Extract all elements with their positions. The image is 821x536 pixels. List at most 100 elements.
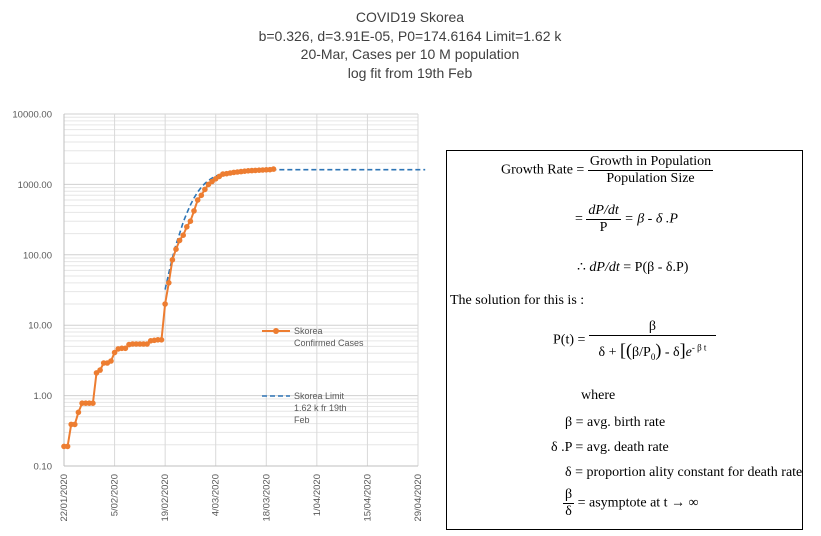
asymptote-text: = asymptote at t → ∞	[577, 495, 699, 511]
p0-text: P	[643, 345, 651, 360]
def-delta: δ = proportion ality constant for death …	[565, 465, 803, 480]
y-tick-label: 10000.00	[12, 110, 52, 121]
legend-cases-label-1: Skorea	[294, 326, 323, 336]
cases-point	[111, 349, 118, 356]
cases-point	[72, 421, 78, 428]
legend-limit-label-2: 1.62 k fr 19th	[294, 403, 347, 413]
differential-equation: ∴ dP/dt = P(β - δ.P)	[577, 259, 688, 276]
cases-point	[187, 218, 194, 224]
x-tick-label: 5/02/2020	[110, 474, 121, 516]
y-tick-label: 10.00	[28, 321, 52, 332]
cases-point	[75, 409, 82, 416]
dp-inline: dP	[589, 260, 605, 275]
legend-cases-marker	[273, 328, 279, 334]
x-tick-label: 4/03/2020	[211, 474, 222, 516]
cases-point	[191, 208, 197, 214]
equals-sign: =	[575, 211, 583, 227]
def-delta-p: δ .P = avg. death rate	[551, 440, 669, 455]
solution-denominator: δ + [(β/P0) - δ]e- β t	[598, 340, 707, 362]
x-tick-label: 1/04/2020	[312, 474, 323, 516]
cases-series	[61, 166, 277, 450]
chart-title-block: COVID19 Skorea b=0.326, d=3.91E-05, P0=1…	[200, 8, 620, 82]
cases-point	[162, 301, 168, 307]
x-tick-label: 19/02/2020	[160, 474, 171, 522]
chart-subtitle-3: log fit from 19th Feb	[347, 64, 473, 81]
cases-point	[144, 341, 150, 347]
asym-numerator: β	[563, 487, 575, 504]
dp-text: dP	[588, 203, 604, 218]
y-tick-label: 100.00	[23, 250, 52, 261]
delta-plus: δ +	[598, 345, 617, 360]
dt-text: dt	[607, 203, 619, 218]
paren-close: )	[655, 340, 662, 360]
legend-limit-label-1: Skorea Limit	[294, 391, 345, 401]
asym-denominator: δ	[565, 504, 572, 519]
cases-point	[122, 345, 129, 352]
growth-fraction: Growth in Population Population Size	[587, 154, 714, 187]
asymptote-equation: β δ = asymptote at t → ∞	[563, 487, 699, 520]
x-tick-label: 15/04/2020	[362, 474, 373, 522]
gridlines	[63, 113, 419, 467]
solution-fraction: β δ + [(β/P0) - δ]e- β t	[588, 319, 717, 362]
per-capita-equation: = dP/dt P = β - δ .P	[575, 203, 678, 236]
dpdt-inline: dP/dt	[589, 260, 620, 275]
therefore-symbol: ∴	[577, 260, 586, 275]
growth-numerator: Growth in Population	[587, 154, 714, 171]
beta-minus-delta-p: = β - δ .P	[624, 211, 678, 227]
cases-point	[158, 337, 165, 343]
legend-cases-label-2: Confirmed Cases	[294, 338, 364, 348]
legend: Skorea Confirmed Cases Skorea Limit 1.62…	[262, 326, 364, 425]
y-tick-label: 0.10	[34, 462, 53, 473]
cases-point	[194, 197, 201, 203]
chart-title: COVID19 Skorea	[355, 9, 465, 25]
cases-point	[169, 257, 176, 263]
cases-point	[180, 232, 186, 238]
p-denominator: P	[599, 220, 608, 235]
y-axis-ticks: 10000.00 1000.00 100.00 10.00 1.00 0.10	[12, 110, 52, 473]
p0-subscript: 0	[650, 351, 656, 362]
cases-point	[176, 237, 183, 244]
growth-denominator: Population Size	[606, 171, 695, 186]
exp-e: e	[685, 345, 692, 360]
exp-power: - β t	[691, 342, 707, 353]
logistic-solution: P(t) = β δ + [(β/P0) - δ]e- β t	[553, 319, 717, 362]
def-beta: β = avg. birth rate	[565, 415, 666, 430]
cases-point	[202, 186, 208, 193]
x-tick-label: 29/04/2020	[413, 474, 424, 522]
beta-over: β	[632, 345, 640, 360]
pt-label: P(t) =	[553, 332, 586, 348]
growth-rate-label: Growth Rate =	[501, 162, 585, 178]
cases-point	[270, 166, 277, 172]
cases-point	[166, 280, 172, 286]
beta-over-delta: β δ	[563, 487, 575, 520]
dpdt-rhs: = P(β - δ.P)	[623, 260, 689, 275]
cases-point	[184, 224, 190, 230]
chart-subtitle-1: b=0.326, d=3.91E-05, P0=174.6164 Limit=1…	[258, 27, 562, 44]
bracket-open: [(	[620, 340, 633, 360]
cases-point	[64, 443, 71, 450]
cases-point	[90, 400, 96, 407]
legend-limit-label-3: Feb	[294, 415, 310, 425]
y-tick-label: 1000.00	[18, 180, 52, 191]
dt-inline: dt	[608, 260, 620, 275]
chart-subtitle-2: 20-Mar, Cases per 10 M population	[300, 46, 520, 62]
formula-panel: Growth Rate = Growth in Population Popul…	[446, 150, 803, 530]
bracket-close: ]	[679, 340, 686, 360]
x-tick-label: 22/01/2020	[59, 474, 70, 522]
cases-point	[108, 358, 114, 364]
where-label: where	[581, 388, 616, 403]
solution-numerator: β	[588, 319, 717, 336]
growth-rate-equation: Growth Rate = Growth in Population Popul…	[501, 154, 714, 187]
x-tick-label: 18/03/2020	[261, 474, 272, 522]
dpdt-over-p: dP/dt P	[586, 203, 621, 236]
cases-point	[97, 367, 103, 373]
x-axis-ticks: 22/01/2020 5/02/2020 19/02/2020 4/03/2020 18…	[59, 474, 424, 522]
solution-intro: The solution for this is :	[450, 293, 585, 308]
minus-delta: - δ	[664, 345, 680, 360]
cases-point	[173, 246, 179, 252]
dpdt-numerator: dP/dt	[586, 203, 621, 220]
cases-point	[198, 192, 205, 199]
y-tick-label: 1.00	[34, 391, 53, 402]
cases-line	[64, 168, 274, 448]
